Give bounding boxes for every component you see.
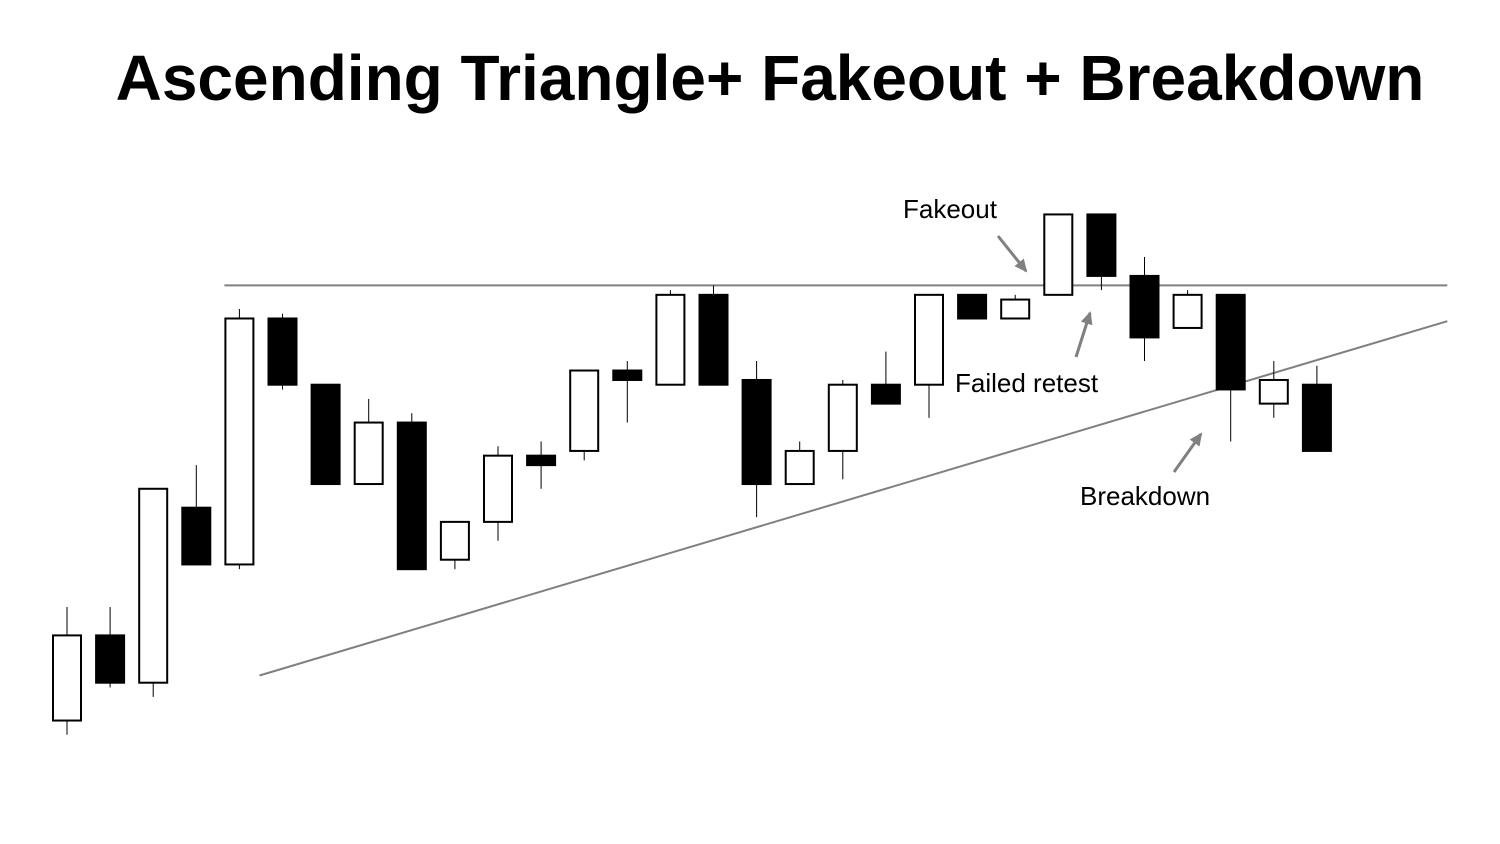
candle-body-bearish [181, 506, 212, 566]
candle-body-bullish [914, 293, 944, 386]
failed-retest-arrow [1074, 311, 1093, 358]
breakdown-arrow [1172, 432, 1203, 473]
candle-body-bullish [224, 317, 255, 566]
candle [224, 309, 255, 570]
candle-body-bearish [957, 293, 988, 320]
candle [870, 351, 901, 405]
candle [569, 369, 600, 461]
candle [784, 441, 815, 486]
fakeout-arrow [996, 235, 1028, 273]
candle [1086, 213, 1117, 291]
candle-body-bullish [1043, 213, 1074, 296]
candle-body-bullish [483, 454, 513, 523]
annotation-failed-retest: Failed retest [955, 368, 1099, 398]
candle-body-bearish [612, 369, 643, 381]
candle [957, 293, 988, 320]
candle [655, 290, 686, 386]
candle-body-bearish [1129, 274, 1160, 339]
candle [52, 607, 82, 735]
candle [181, 465, 212, 566]
candle-body-bullish [1172, 293, 1203, 329]
candle [267, 313, 298, 390]
candle [741, 361, 772, 518]
candle-body-bullish [1000, 298, 1031, 320]
candle [483, 446, 513, 541]
support-line [259, 320, 1448, 677]
candle-body-bullish [569, 369, 600, 452]
candle [310, 383, 341, 486]
candle-body-bearish [310, 383, 341, 486]
candle-body-bearish [526, 454, 557, 467]
candle [1258, 361, 1289, 418]
candles [52, 213, 1332, 735]
candle-body-bearish [95, 634, 126, 684]
candle [353, 398, 384, 486]
candle [138, 487, 169, 697]
trendlines [224, 284, 1448, 677]
candle-body-bullish [1258, 378, 1289, 405]
candle-body-bullish [439, 520, 470, 561]
candle-body-bearish [396, 421, 427, 571]
annotations: Fakeout Failed retest Breakdown [903, 194, 1210, 511]
candle [526, 441, 557, 489]
candle [1215, 293, 1246, 442]
candle [1000, 294, 1031, 320]
candle-body-bullish [655, 293, 686, 386]
candle-body-bullish [52, 634, 82, 722]
annotation-fakeout: Fakeout [903, 194, 998, 224]
candle-body-bearish [698, 293, 729, 386]
candle [1301, 365, 1332, 452]
candle-body-bearish [1086, 213, 1117, 277]
annotation-breakdown: Breakdown [1080, 481, 1210, 511]
candle-body-bullish [784, 449, 815, 486]
candle [1172, 290, 1203, 329]
candle-body-bullish [138, 487, 169, 684]
candle [396, 413, 427, 571]
candle [698, 285, 729, 386]
candle-body-bearish [267, 317, 298, 386]
candle [612, 361, 643, 423]
candle-body-bullish [353, 421, 384, 486]
candle [439, 520, 470, 570]
chart-title: Ascending Triangle+ Fakeout + Breakdown [115, 42, 1425, 114]
candle [1043, 213, 1074, 296]
candle [1129, 257, 1160, 362]
candle [95, 607, 126, 688]
candle [914, 293, 944, 418]
candle-body-bearish [741, 378, 772, 486]
candle-body-bearish [1301, 383, 1332, 452]
candle-body-bearish [1215, 293, 1246, 391]
candle [827, 379, 858, 480]
candle-body-bullish [827, 383, 858, 452]
candle-body-bearish [870, 383, 901, 405]
